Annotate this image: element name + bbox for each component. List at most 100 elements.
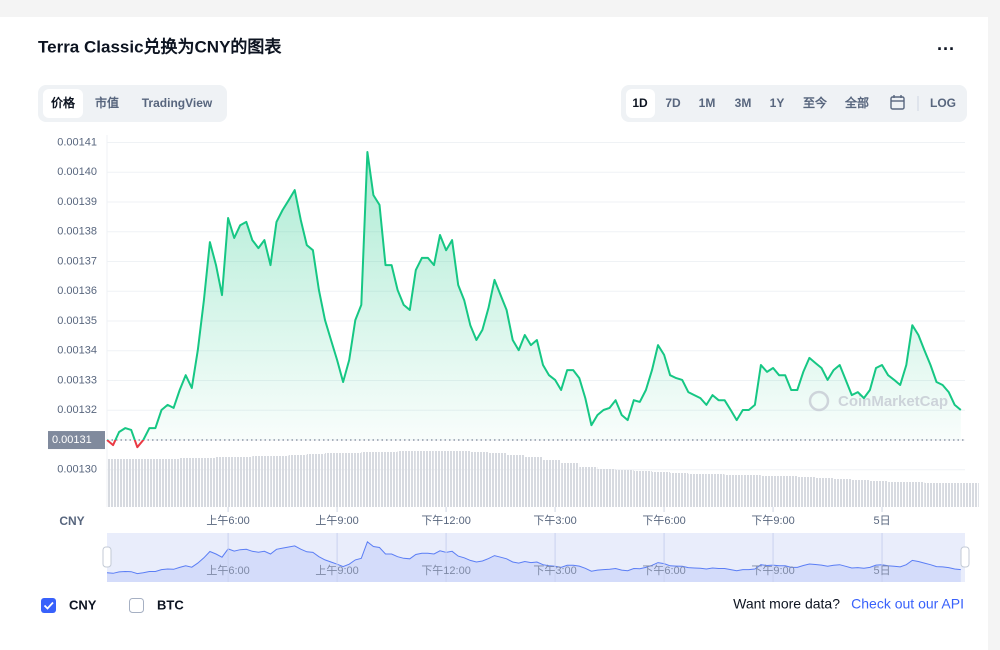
y-tick-label: 0.00138	[57, 226, 97, 238]
volume-bar	[706, 474, 725, 507]
y-tick-label: 0.00132	[57, 404, 97, 416]
volume-bar	[343, 453, 362, 507]
y-tick-label: 0.00137	[57, 255, 97, 267]
volume-bar	[924, 483, 943, 507]
volume-bar	[161, 459, 180, 507]
navigator-handle[interactable]	[960, 546, 970, 568]
navigator-handle[interactable]	[102, 546, 112, 568]
volume-bar	[361, 452, 380, 507]
price-line	[106, 151, 962, 449]
navigator-tick-label: 上午9:00	[315, 564, 358, 577]
volume-bar	[542, 460, 561, 507]
watermark-logo	[808, 390, 830, 412]
y-unit: CNY	[59, 514, 84, 528]
volume-bar	[670, 473, 689, 507]
navigator-tick-label: 上午6:00	[206, 564, 249, 577]
volume-bar	[433, 451, 452, 507]
baseline-label-bg	[48, 431, 105, 450]
volume-bar	[288, 455, 307, 507]
range-button[interactable]: 全部	[844, 95, 869, 110]
y-tick-label: 0.00135	[57, 315, 97, 327]
x-tick-label: 上午9:00	[315, 514, 358, 527]
tab-group	[38, 85, 227, 122]
y-tick-label: 0.00134	[57, 345, 97, 357]
x-tick-label: 下午9:00	[751, 514, 794, 527]
navigator-tick-label: 5日	[873, 565, 890, 577]
tab[interactable]: TradingView	[142, 96, 213, 110]
volume-bar	[633, 471, 652, 507]
range-group	[621, 85, 967, 122]
range-button[interactable]: 7D	[665, 96, 681, 110]
x-tick-label: 下午6:00	[642, 514, 685, 527]
volume-bar	[488, 453, 507, 507]
volume-bar	[760, 476, 779, 507]
range-button[interactable]: 1D	[632, 96, 648, 110]
chart-title: Terra Classic兑换为CNY的图表	[38, 36, 282, 56]
x-tick-label: 下午12:00	[421, 514, 471, 527]
volume-bar	[688, 474, 707, 507]
area	[107, 152, 961, 448]
baseline-label: 0.00131	[52, 434, 92, 446]
volume-bar	[597, 469, 616, 507]
volume-bar	[815, 478, 834, 507]
volume-bar	[215, 457, 234, 507]
x-tick-label: 上午6:00	[206, 514, 249, 527]
tab-active-bg	[43, 89, 83, 118]
volume-bar	[470, 452, 489, 507]
volume-bar	[651, 472, 670, 507]
legend-label: CNY	[69, 597, 97, 612]
y-tick-label: 0.00139	[57, 196, 97, 208]
volume-bar	[107, 459, 125, 507]
tab[interactable]: 价格	[51, 95, 76, 110]
calendar-button[interactable]	[890, 95, 905, 110]
more-menu[interactable]: ···	[937, 39, 955, 59]
range-button[interactable]: 3M	[735, 96, 752, 110]
volume-bar	[252, 456, 271, 507]
y-tick-label: 0.00141	[57, 136, 97, 148]
volume-bar	[960, 483, 979, 507]
tab[interactable]: 市值	[95, 95, 119, 110]
volume-bar	[397, 451, 416, 507]
volume-bar	[143, 459, 162, 507]
volume-bar	[324, 453, 343, 507]
log-button[interactable]: LOG	[930, 96, 956, 110]
footer-text: Want more data?	[733, 596, 840, 612]
navigator-tick-label: 下午9:00	[751, 564, 794, 577]
volume-bar	[779, 476, 798, 507]
range-button[interactable]: 至今	[803, 95, 828, 110]
volume-bar	[197, 458, 216, 507]
volume-bar	[379, 452, 398, 507]
volume-bar	[125, 459, 144, 507]
navigator-area	[107, 541, 961, 582]
volume-bar	[615, 470, 634, 507]
api-link[interactable]: Check out our API	[851, 596, 964, 612]
navigator-tick-label: 下午3:00	[533, 564, 576, 577]
x-tick-label: 下午3:00	[533, 514, 576, 527]
watermark: CoinMarketCap	[838, 393, 948, 410]
volume-bar	[797, 477, 816, 507]
volume-bar	[888, 482, 907, 507]
volume-bar	[851, 480, 870, 507]
volume-bar	[452, 451, 471, 507]
navigator-layer: 上午6:00 上午9:00 下午12:00 下午3:00 下午6:00 下午9:00 5日	[106, 533, 961, 582]
checkbox[interactable]	[41, 598, 56, 613]
volume-bar	[234, 457, 253, 507]
volume-bar	[179, 458, 198, 507]
volume-bar	[742, 475, 761, 507]
x-tick-label: 5日	[873, 515, 890, 527]
volume-bar	[942, 483, 961, 507]
range-button[interactable]: 1Y	[770, 96, 785, 110]
range-button[interactable]: 1M	[699, 96, 716, 110]
y-tick-label: 0.00136	[57, 285, 97, 297]
y-tick-label: 0.00130	[57, 464, 97, 476]
volume-bar	[561, 463, 580, 507]
volume-bar	[524, 457, 543, 507]
volume-bar	[869, 481, 888, 507]
checkbox[interactable]	[129, 598, 144, 613]
y-tick-label: 0.00140	[57, 166, 97, 178]
volume-bar	[579, 467, 598, 507]
navigator-tick-label: 下午6:00	[642, 564, 685, 577]
volume-bar	[724, 475, 743, 507]
